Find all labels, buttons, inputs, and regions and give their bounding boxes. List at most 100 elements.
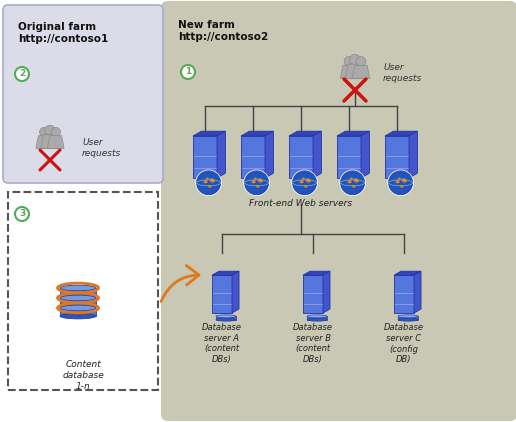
Ellipse shape [307, 318, 327, 321]
Circle shape [341, 171, 365, 195]
Ellipse shape [350, 178, 353, 180]
Ellipse shape [302, 178, 305, 180]
Polygon shape [217, 131, 225, 178]
Text: Database
server A
(content
DBs): Database server A (content DBs) [202, 323, 242, 364]
Ellipse shape [307, 315, 327, 318]
Ellipse shape [305, 178, 311, 183]
Ellipse shape [400, 185, 404, 188]
Text: New farm
http://contoso2: New farm http://contoso2 [178, 20, 268, 42]
Polygon shape [340, 65, 358, 78]
Polygon shape [361, 131, 369, 178]
Ellipse shape [206, 178, 209, 180]
Polygon shape [345, 64, 365, 78]
Polygon shape [352, 65, 370, 78]
Circle shape [197, 171, 221, 195]
Polygon shape [409, 131, 417, 178]
Ellipse shape [347, 180, 352, 183]
Polygon shape [41, 135, 59, 149]
Text: Original farm
http://contoso1: Original farm http://contoso1 [18, 22, 108, 43]
Text: 1: 1 [185, 68, 191, 76]
Ellipse shape [254, 178, 257, 180]
Text: 2: 2 [19, 70, 25, 78]
Ellipse shape [60, 305, 96, 311]
Circle shape [389, 171, 413, 195]
Text: User
requests: User requests [383, 63, 422, 83]
Polygon shape [212, 275, 232, 313]
Text: 3: 3 [19, 209, 25, 219]
Polygon shape [307, 316, 327, 319]
Ellipse shape [398, 315, 418, 318]
Ellipse shape [60, 293, 96, 299]
Ellipse shape [60, 295, 96, 301]
Polygon shape [193, 136, 217, 178]
Polygon shape [60, 298, 96, 306]
Polygon shape [36, 136, 53, 148]
Text: Database
server B
(content
DBs): Database server B (content DBs) [293, 323, 333, 364]
Ellipse shape [353, 178, 359, 183]
Ellipse shape [352, 185, 356, 188]
Polygon shape [193, 131, 225, 136]
Circle shape [293, 171, 317, 195]
Ellipse shape [203, 180, 207, 183]
Polygon shape [265, 131, 273, 178]
Circle shape [356, 57, 366, 66]
Circle shape [40, 127, 49, 137]
Polygon shape [289, 136, 313, 178]
Ellipse shape [60, 313, 96, 319]
Polygon shape [303, 275, 323, 313]
Polygon shape [60, 288, 96, 296]
Circle shape [388, 170, 414, 196]
Circle shape [244, 170, 270, 196]
Polygon shape [414, 271, 421, 313]
Circle shape [15, 207, 29, 221]
Ellipse shape [299, 180, 304, 183]
Polygon shape [216, 316, 236, 319]
Circle shape [344, 57, 354, 66]
Polygon shape [212, 271, 239, 275]
Ellipse shape [60, 285, 96, 291]
Circle shape [45, 125, 55, 135]
Ellipse shape [304, 185, 308, 188]
Circle shape [292, 170, 318, 196]
Polygon shape [313, 131, 321, 178]
Polygon shape [337, 136, 361, 178]
Ellipse shape [256, 185, 260, 188]
FancyBboxPatch shape [8, 192, 158, 390]
Polygon shape [398, 316, 418, 319]
Ellipse shape [209, 178, 215, 183]
Ellipse shape [401, 178, 407, 183]
FancyBboxPatch shape [3, 5, 163, 183]
Circle shape [245, 171, 269, 195]
Circle shape [15, 67, 29, 81]
Polygon shape [60, 308, 96, 316]
Polygon shape [394, 271, 421, 275]
Ellipse shape [251, 180, 255, 183]
Ellipse shape [396, 180, 400, 183]
Ellipse shape [398, 178, 401, 180]
Polygon shape [232, 271, 239, 313]
Text: Content
database
1-n: Content database 1-n [62, 360, 104, 391]
Polygon shape [385, 131, 417, 136]
Text: User
requests: User requests [82, 138, 121, 158]
Ellipse shape [216, 318, 236, 321]
Circle shape [350, 54, 360, 65]
Polygon shape [323, 271, 330, 313]
FancyBboxPatch shape [162, 2, 516, 420]
Polygon shape [241, 131, 273, 136]
Ellipse shape [60, 303, 96, 309]
Polygon shape [47, 136, 64, 148]
Polygon shape [289, 131, 321, 136]
Text: Front-end Web servers: Front-end Web servers [249, 199, 352, 208]
Text: Database
server C
(config
DB): Database server C (config DB) [384, 323, 424, 364]
Polygon shape [303, 271, 330, 275]
Ellipse shape [208, 185, 212, 188]
Polygon shape [394, 275, 414, 313]
FancyArrowPatch shape [161, 265, 199, 301]
Polygon shape [337, 131, 369, 136]
Circle shape [340, 170, 366, 196]
Ellipse shape [398, 318, 418, 321]
Circle shape [196, 170, 222, 196]
Polygon shape [241, 136, 265, 178]
Polygon shape [385, 136, 409, 178]
Ellipse shape [216, 315, 236, 318]
